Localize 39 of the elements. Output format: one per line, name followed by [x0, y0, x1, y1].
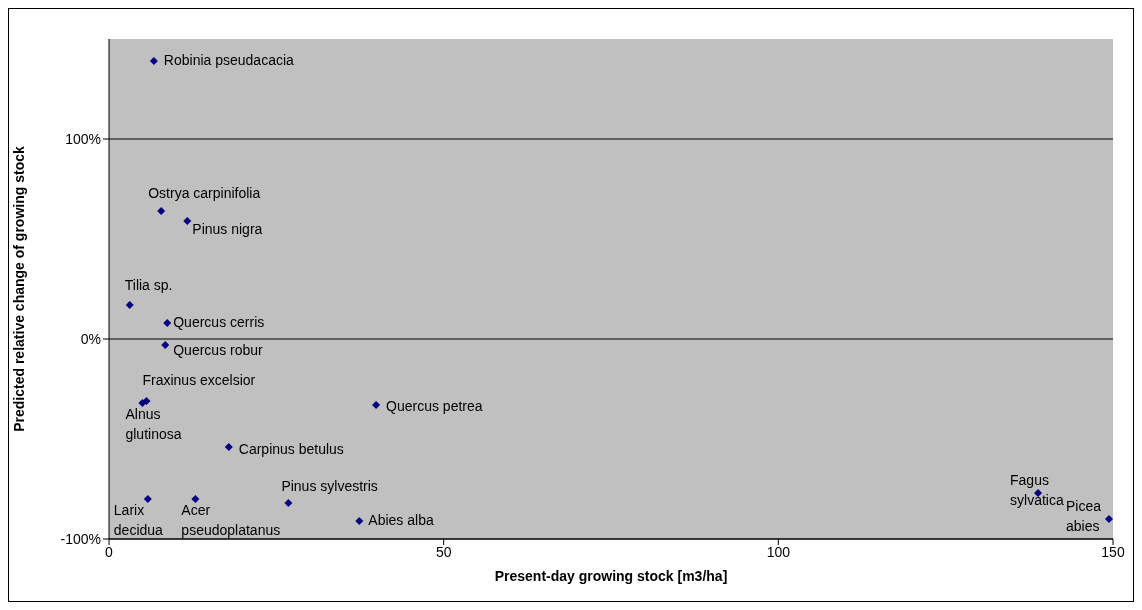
point: [163, 319, 172, 327]
point: [138, 399, 147, 407]
annotation: Quercus petrea: [386, 398, 483, 414]
y-tick-label: -100%: [60, 530, 101, 547]
annotation: Abies alba: [368, 512, 434, 528]
point: [125, 301, 134, 309]
point: [143, 495, 152, 503]
annotation: Picea abies: [1065, 498, 1102, 534]
annotation: Alnus glutinosa: [125, 406, 182, 442]
point: [149, 57, 158, 65]
annotation: Fraxinus excelsior: [142, 372, 256, 388]
x-tick-label: 100: [766, 543, 791, 560]
annotation: Acer pseudoplatanus: [181, 502, 281, 538]
x-tick-label: 0: [105, 543, 114, 560]
annotation: Quercus robur: [173, 342, 264, 358]
point: [355, 517, 364, 525]
point: [1104, 515, 1113, 523]
annotation: Fagus sylvatica: [1010, 472, 1064, 508]
x-tick-label: 150: [1101, 543, 1125, 560]
annotation: Carpinus betulus: [238, 441, 344, 457]
annotation: Pinus nigra: [192, 221, 263, 237]
point: [224, 443, 233, 451]
annotation: Quercus cerris: [173, 314, 265, 330]
annotation: Tilia sp.: [124, 277, 173, 293]
x-axis-title: Present-day growing stock [m3/ha]: [494, 568, 728, 584]
annotation: Robinia pseudacacia: [163, 52, 295, 68]
point: [372, 401, 381, 409]
point: [157, 207, 166, 215]
point: [161, 341, 170, 349]
y-tick-label: 100%: [65, 130, 101, 147]
point: [191, 495, 200, 503]
point: [183, 217, 192, 225]
y-axis-title: Predicted relative change of growing stock: [10, 146, 27, 432]
annotation: Ostrya carpinifolia: [148, 185, 261, 201]
annotation: Larix decidua: [113, 502, 164, 538]
y-tick-label: 0%: [80, 330, 101, 347]
annotation: Pinus sylvestris: [281, 478, 378, 494]
x-tick-label: 50: [435, 543, 452, 560]
point: [284, 499, 293, 507]
